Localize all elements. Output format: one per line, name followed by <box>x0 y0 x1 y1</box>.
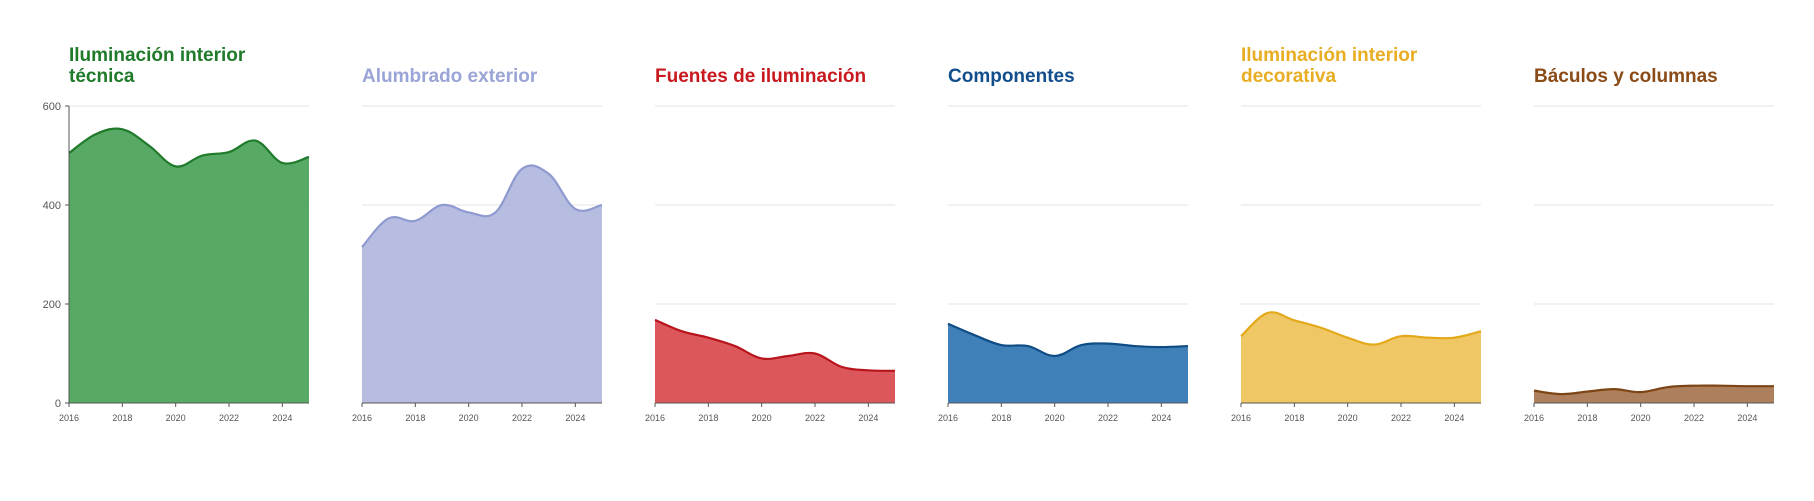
x-tick-label-2-3: 2022 <box>805 413 825 423</box>
chart-title-1: Alumbrado exterior <box>362 66 612 87</box>
x-tick-label-5-3: 2022 <box>1684 413 1704 423</box>
chart-title-2: Fuentes de iluminación <box>655 66 905 87</box>
x-tick-label-4-2: 2020 <box>1338 413 1358 423</box>
area-3 <box>948 324 1188 403</box>
x-tick-label-3-3: 2022 <box>1098 413 1118 423</box>
x-tick-label-3-1: 2018 <box>991 413 1011 423</box>
area-4 <box>1241 312 1481 403</box>
x-tick-label-1-2: 2020 <box>459 413 479 423</box>
x-tick-label-4-1: 2018 <box>1284 413 1304 423</box>
chart-title-0: Iluminación interior técnica <box>69 45 279 87</box>
x-tick-label-5-4: 2024 <box>1737 413 1757 423</box>
chart-title-4: Iluminación interior decorativa <box>1241 45 1451 87</box>
x-tick-label-3-4: 2024 <box>1151 413 1171 423</box>
y-tick-label-0-2: 400 <box>43 200 61 212</box>
x-tick-label-2-0: 2016 <box>645 413 665 423</box>
x-tick-label-3-2: 2020 <box>1045 413 1065 423</box>
x-tick-label-3-0: 2016 <box>938 413 958 423</box>
x-tick-label-1-1: 2018 <box>405 413 425 423</box>
y-tick-label-0-0: 0 <box>55 398 61 410</box>
x-tick-label-2-1: 2018 <box>698 413 718 423</box>
x-tick-label-5-0: 2016 <box>1524 413 1544 423</box>
y-tick-label-0-1: 200 <box>43 299 61 311</box>
x-tick-label-0-2: 2020 <box>166 413 186 423</box>
x-tick-label-2-2: 2020 <box>752 413 772 423</box>
x-tick-label-0-1: 2018 <box>112 413 132 423</box>
x-tick-label-4-0: 2016 <box>1231 413 1251 423</box>
chart-title-5: Báculos y columnas <box>1534 66 1784 87</box>
x-tick-label-5-2: 2020 <box>1631 413 1651 423</box>
x-tick-label-0-0: 2016 <box>59 413 79 423</box>
x-tick-label-4-3: 2022 <box>1391 413 1411 423</box>
x-tick-label-0-4: 2024 <box>272 413 292 423</box>
x-tick-label-1-0: 2016 <box>352 413 372 423</box>
x-tick-label-1-3: 2022 <box>512 413 532 423</box>
area-2 <box>655 320 895 403</box>
x-tick-label-0-3: 2022 <box>219 413 239 423</box>
x-tick-label-5-1: 2018 <box>1577 413 1597 423</box>
area-0 <box>69 129 309 403</box>
chart-title-3: Componentes <box>948 66 1198 87</box>
x-tick-label-1-4: 2024 <box>565 413 585 423</box>
x-tick-label-2-4: 2024 <box>858 413 878 423</box>
x-tick-label-4-4: 2024 <box>1444 413 1464 423</box>
y-tick-label-0-3: 600 <box>43 101 61 113</box>
area-1 <box>362 165 602 403</box>
